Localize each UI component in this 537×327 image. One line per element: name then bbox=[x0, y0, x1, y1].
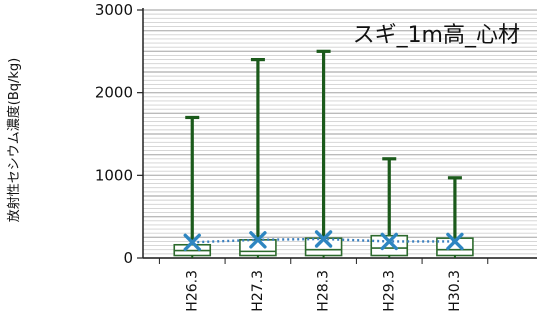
box-plot bbox=[436, 176, 474, 258]
y-tick-label: 2000 bbox=[95, 84, 133, 102]
x-tick-label: H26.3 bbox=[184, 270, 200, 312]
box-plots bbox=[173, 49, 474, 258]
y-axis-title: 放射性セシウム濃度(Bq/kg) bbox=[6, 58, 22, 222]
chart-title: スギ_1m高_心材 bbox=[353, 23, 520, 48]
y-tick-labels: 0 1000 2000 3000 bbox=[95, 1, 143, 267]
y-tick-label: 0 bbox=[123, 249, 133, 267]
x-tick-label: H30.3 bbox=[447, 270, 463, 312]
x-tick-labels: H26.3 H27.3 H28.3 H29.3 H30.3 bbox=[158, 258, 489, 312]
mean-marker bbox=[183, 233, 201, 251]
mean-marker-stroke bbox=[314, 230, 333, 248]
mean-marker-stroke bbox=[380, 232, 398, 251]
mean-marker bbox=[314, 230, 333, 248]
y-tick-label: 3000 bbox=[95, 1, 133, 19]
y-tick-label: 1000 bbox=[95, 166, 133, 184]
box-plot bbox=[370, 157, 409, 258]
axes bbox=[142, 8, 537, 259]
grid-lines bbox=[143, 9, 537, 259]
box-iqr bbox=[370, 234, 409, 257]
mean-marker-stroke bbox=[446, 232, 464, 251]
box-plot bbox=[173, 115, 212, 258]
x-tick-label: H29.3 bbox=[381, 270, 397, 312]
mean-marker bbox=[249, 231, 267, 249]
mean-marker-stroke bbox=[249, 231, 267, 249]
x-tick-label: H28.3 bbox=[316, 270, 332, 312]
x-tick-label: H27.3 bbox=[250, 270, 266, 312]
mean-marker-stroke bbox=[183, 233, 201, 251]
mean-marker bbox=[380, 232, 398, 251]
mean-series bbox=[183, 230, 464, 251]
mean-marker bbox=[446, 232, 464, 251]
